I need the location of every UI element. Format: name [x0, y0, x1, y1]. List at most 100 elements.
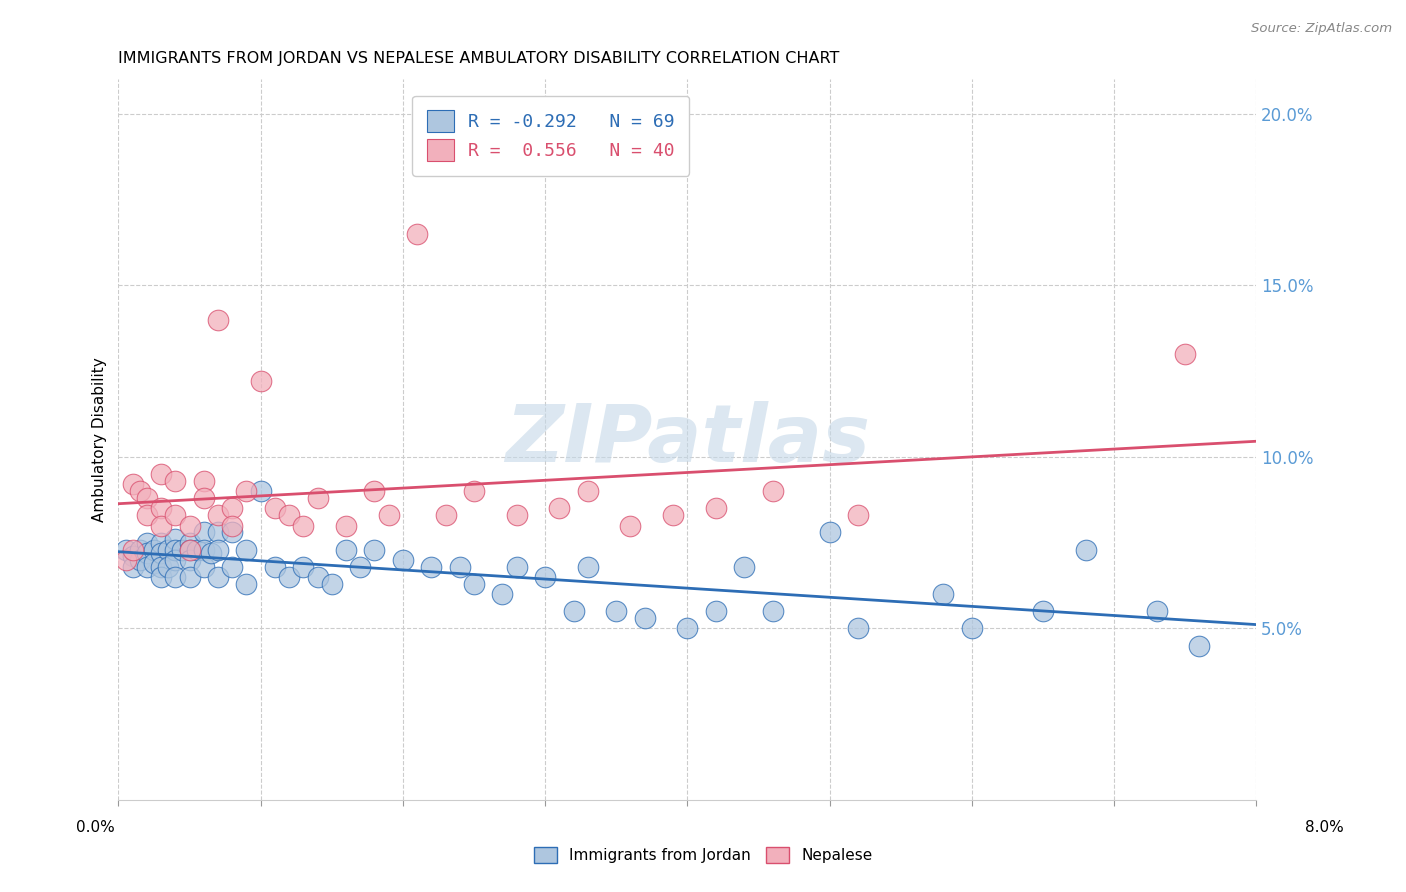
Point	[932, 587, 955, 601]
Point	[193, 559, 215, 574]
Point	[207, 525, 229, 540]
Point	[150, 535, 173, 549]
Point	[1074, 542, 1097, 557]
Point	[193, 525, 215, 540]
Point	[335, 518, 357, 533]
Point	[576, 559, 599, 574]
Y-axis label: Ambulatory Disability: Ambulatory Disability	[93, 358, 107, 522]
Text: Source: ZipAtlas.com: Source: ZipAtlas.com	[1251, 22, 1392, 36]
Point	[165, 553, 187, 567]
Point	[150, 570, 173, 584]
Point	[534, 570, 557, 584]
Point	[307, 570, 329, 584]
Point	[704, 501, 727, 516]
Point	[420, 559, 443, 574]
Point	[135, 535, 157, 549]
Text: IMMIGRANTS FROM JORDAN VS NEPALESE AMBULATORY DISABILITY CORRELATION CHART: IMMIGRANTS FROM JORDAN VS NEPALESE AMBUL…	[118, 51, 839, 66]
Point	[576, 484, 599, 499]
Point	[165, 474, 187, 488]
Point	[818, 525, 841, 540]
Point	[150, 467, 173, 481]
Point	[143, 556, 166, 570]
Point	[165, 508, 187, 523]
Point	[221, 525, 243, 540]
Point	[135, 546, 157, 560]
Point	[193, 542, 215, 557]
Point	[207, 542, 229, 557]
Point	[335, 542, 357, 557]
Legend: Immigrants from Jordan, Nepalese: Immigrants from Jordan, Nepalese	[526, 839, 880, 871]
Point	[207, 570, 229, 584]
Point	[249, 484, 271, 499]
Point	[221, 559, 243, 574]
Point	[264, 559, 287, 574]
Point	[143, 542, 166, 557]
Point	[165, 533, 187, 547]
Point	[960, 622, 983, 636]
Point	[121, 549, 143, 564]
Point	[1146, 604, 1168, 618]
Point	[491, 587, 513, 601]
Point	[128, 553, 150, 567]
Point	[264, 501, 287, 516]
Point	[135, 508, 157, 523]
Point	[449, 559, 471, 574]
Point	[1032, 604, 1054, 618]
Point	[846, 508, 869, 523]
Point	[165, 542, 187, 557]
Point	[235, 484, 257, 499]
Point	[157, 542, 180, 557]
Point	[207, 312, 229, 326]
Point	[221, 518, 243, 533]
Point	[121, 477, 143, 491]
Legend: R = -0.292   N = 69, R =  0.556   N = 40: R = -0.292 N = 69, R = 0.556 N = 40	[412, 95, 689, 176]
Point	[121, 559, 143, 574]
Point	[307, 491, 329, 505]
Point	[406, 227, 429, 241]
Point	[128, 484, 150, 499]
Point	[505, 508, 527, 523]
Point	[114, 542, 136, 557]
Point	[135, 559, 157, 574]
Point	[135, 491, 157, 505]
Point	[846, 622, 869, 636]
Point	[235, 542, 257, 557]
Point	[157, 559, 180, 574]
Point	[762, 604, 785, 618]
Point	[193, 474, 215, 488]
Point	[193, 491, 215, 505]
Point	[321, 577, 343, 591]
Point	[463, 577, 485, 591]
Point	[505, 559, 527, 574]
Point	[392, 553, 415, 567]
Point	[349, 559, 371, 574]
Point	[278, 508, 301, 523]
Point	[179, 535, 201, 549]
Text: ZIPatlas: ZIPatlas	[505, 401, 870, 479]
Point	[634, 611, 657, 625]
Point	[548, 501, 571, 516]
Point	[128, 542, 150, 557]
Point	[179, 553, 201, 567]
Point	[165, 570, 187, 584]
Point	[200, 546, 222, 560]
Point	[179, 570, 201, 584]
Text: 0.0%: 0.0%	[76, 821, 115, 835]
Point	[150, 546, 173, 560]
Point	[676, 622, 699, 636]
Point	[605, 604, 627, 618]
Point	[150, 518, 173, 533]
Point	[179, 542, 201, 557]
Point	[278, 570, 301, 584]
Point	[179, 542, 201, 557]
Point	[363, 484, 385, 499]
Point	[292, 559, 315, 574]
Point	[150, 501, 173, 516]
Point	[733, 559, 755, 574]
Point	[207, 508, 229, 523]
Point	[662, 508, 685, 523]
Point	[463, 484, 485, 499]
Point	[179, 518, 201, 533]
Point	[249, 375, 271, 389]
Point	[186, 542, 208, 557]
